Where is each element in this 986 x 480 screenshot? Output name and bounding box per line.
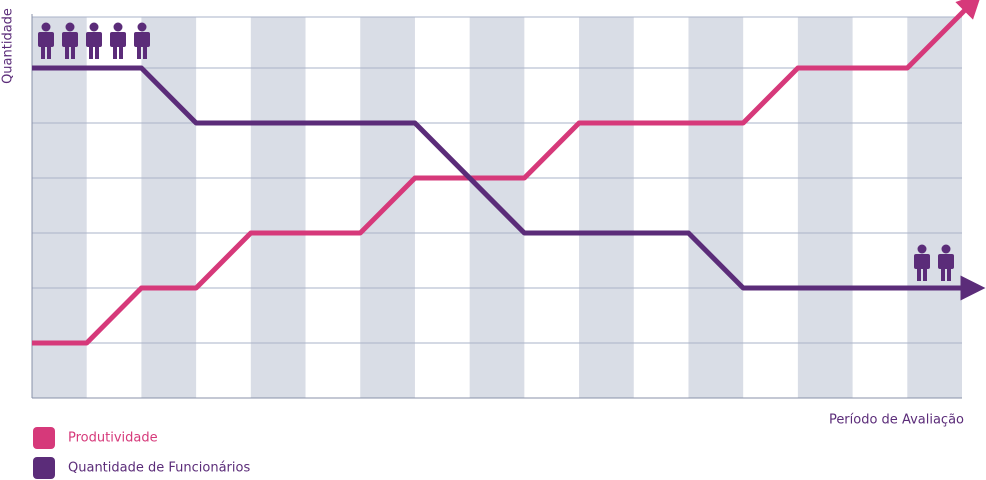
series-line [32,65,986,301]
stripe [797,17,853,398]
x-axis-title: Período de Avaliação [829,413,964,428]
stripe [907,17,962,398]
legend-label: Quantidade de Funcionários [68,461,250,476]
y-axis-title: Quantidade [1,8,16,84]
stripe [250,17,306,398]
legend-swatch [33,427,55,449]
legend-label: Produtividade [68,431,158,446]
lines [32,0,986,346]
series-line [32,0,982,346]
stripe [579,17,634,398]
stripe [32,17,87,398]
legend-swatch [33,457,55,479]
legend: Produtividade Quantidade de Funcionários [33,427,250,479]
stripe [688,17,744,398]
